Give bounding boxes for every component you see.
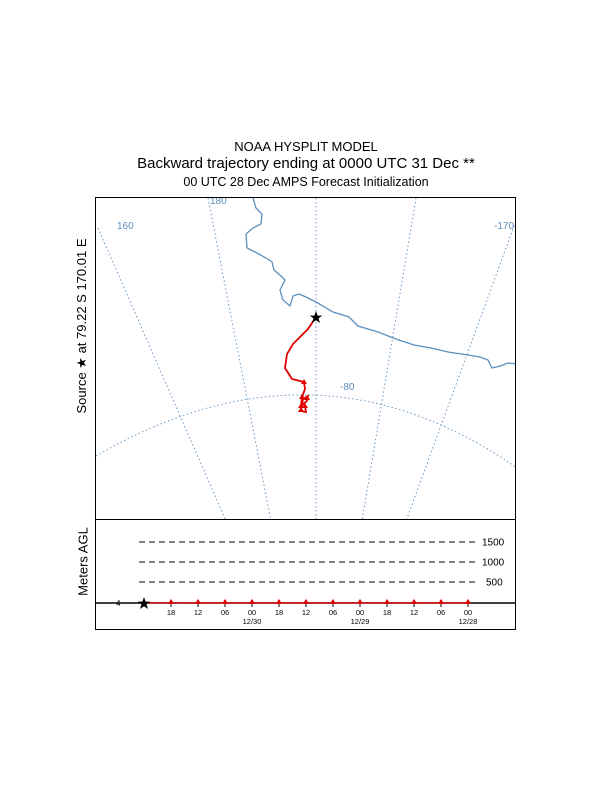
level-label-1500: 1500	[482, 538, 505, 549]
meridian-line	[361, 198, 417, 519]
altitude-point	[303, 598, 309, 604]
meridian-line	[207, 198, 272, 519]
x-tick-label: 18	[275, 608, 283, 617]
altitude-point	[330, 598, 336, 604]
altitude-point	[384, 598, 390, 604]
model-title: NOAA HYSPLIT MODEL	[234, 139, 378, 154]
altitude-axis-label: Meters AGL	[75, 527, 91, 596]
trajectory-marker	[298, 407, 304, 412]
trajectory-marker	[302, 403, 308, 408]
altitude-point	[438, 598, 444, 604]
x-tick-label: 00	[248, 608, 256, 617]
x-tick-label: 12	[194, 608, 202, 617]
x-tick-label: 12	[302, 608, 310, 617]
grid-label: 180	[210, 198, 227, 207]
source-star-icon	[309, 311, 323, 323]
trajectory-marker	[298, 403, 304, 408]
level-label-1000: 1000	[482, 558, 505, 569]
trajectory-marker	[304, 395, 310, 400]
altitude-canvas: 1500 1000 500 4 181206001812060018120600…	[96, 538, 515, 626]
altitude-point	[195, 598, 201, 604]
grid-label: 160	[117, 221, 134, 232]
altitude-point	[276, 598, 282, 604]
altitude-point	[411, 598, 417, 604]
trajectory-markers	[298, 379, 310, 412]
trajectory-marker	[299, 394, 305, 399]
trajectory-marker	[301, 379, 307, 384]
grid-label: -170	[494, 221, 514, 232]
x-tick-label: 06	[329, 608, 337, 617]
date-label: 12/28	[459, 617, 478, 626]
altitude-point	[465, 598, 471, 604]
source-location-label: Source ★ at 79.22 S 170.01 E	[74, 238, 89, 414]
level-label-500: 500	[486, 578, 503, 589]
date-label: 12/30	[243, 617, 262, 626]
trajectory-map: 160 180 -170 -80	[95, 197, 516, 520]
x-tick-label: 00	[464, 608, 472, 617]
altitude-point	[249, 598, 255, 604]
source-star-icon	[137, 597, 151, 609]
trajectory-path	[284, 316, 317, 414]
altitude-point	[357, 598, 363, 604]
altitude-point	[222, 598, 228, 604]
altitude-point	[168, 598, 174, 604]
x-tick-label: 00	[356, 608, 364, 617]
trajectory-title: Backward trajectory ending at 0000 UTC 3…	[137, 155, 475, 172]
date-label: 12/29	[351, 617, 370, 626]
grid-label: -80	[340, 382, 355, 393]
x-tick-label: 18	[383, 608, 391, 617]
x-tick-label: 06	[437, 608, 445, 617]
x-tick-label: 12	[410, 608, 418, 617]
altitude-profile: 1500 1000 500 4 181206001812060018120600…	[95, 520, 516, 630]
meridian-line	[97, 227, 226, 519]
coastline	[245, 198, 515, 369]
x-tick-label: 18	[167, 608, 175, 617]
initialization-subtitle: 00 UTC 28 Dec AMPS Forecast Initializati…	[183, 175, 429, 189]
x-tick-label: 06	[221, 608, 229, 617]
meridian-line	[406, 222, 515, 519]
map-canvas: 160 180 -170 -80	[96, 198, 515, 519]
